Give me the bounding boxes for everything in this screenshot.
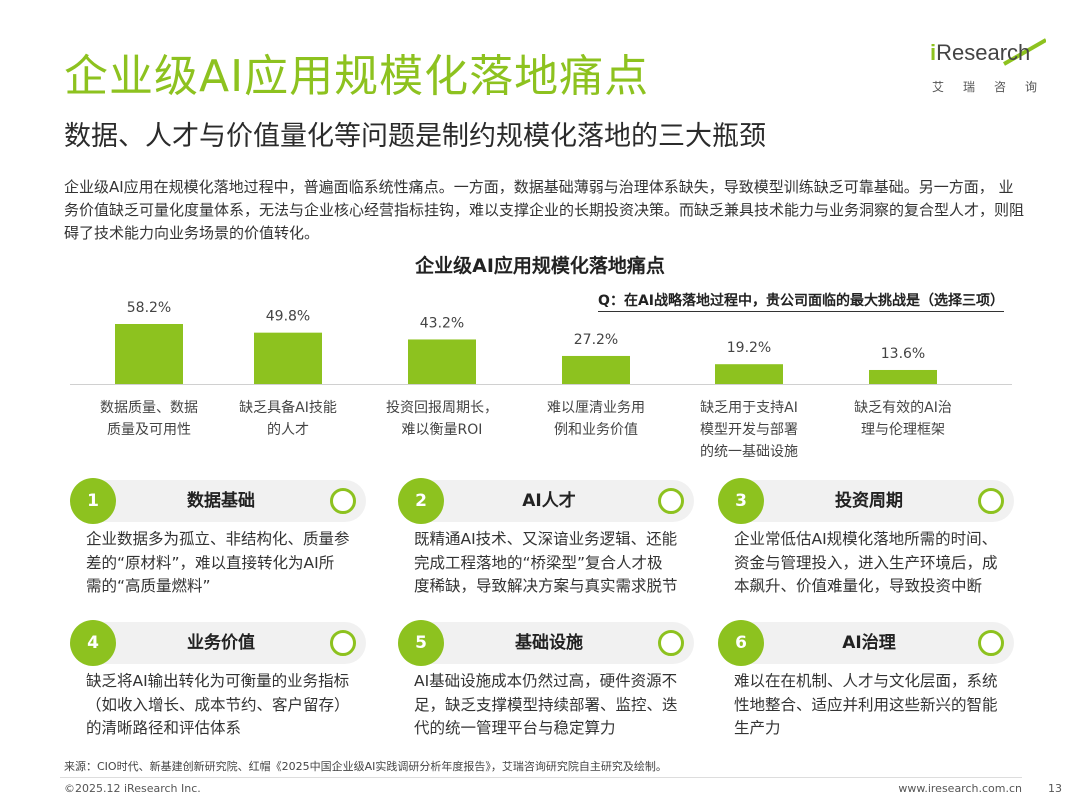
card-number: 2	[398, 478, 444, 524]
card-body-line: 既精通AI技术、又深谙业务逻辑、还能	[414, 530, 678, 548]
card-body-line: 完成工程落地的“桥梁型”复合人才极	[414, 553, 663, 572]
copyright: ©2025.12 iResearch Inc.	[64, 782, 201, 795]
card-body-line: 企业数据多为孤立、非结构化、质量参	[86, 530, 350, 548]
card-title: 基础设施	[515, 633, 583, 653]
card-title: 数据基础	[187, 491, 255, 511]
category-label: 难以厘清业务用	[547, 400, 645, 416]
card-body-line: AI基础设施成本仍然过高，硬件资源不	[414, 672, 678, 690]
page-number: 13	[1048, 782, 1062, 795]
card-body: 难以在在机制、人才与文化层面，系统 性地整合、适应并利用这些新兴的智能 生产力	[734, 670, 1024, 741]
card-body: 企业数据多为孤立、非结构化、质量参 差的“原材料”，难以直接转化为AI所 需的“高质…	[86, 528, 376, 599]
card-body-line: 差的“原材料”，难以直接转化为AI所	[86, 553, 335, 572]
category-label: 缺乏具备AI技能	[239, 399, 337, 416]
footer-divider	[60, 777, 1022, 778]
source-note: 来源：CIO时代、新基建创新研究院、红帽《2025中国企业级AI实践调研分析年度…	[64, 760, 667, 773]
logo-wordmark: iResearch	[930, 40, 1030, 66]
card-body: 既精通AI技术、又深谙业务逻辑、还能 完成工程落地的“桥梁型”复合人才极 度稀缺，导…	[414, 528, 704, 599]
card-body: 企业常低估AI规模化落地所需的时间、 资金与管理投入，进入生产环境后，成 本飙升、价…	[734, 528, 1024, 599]
card-header	[718, 480, 1014, 522]
bar-value-label: 19.2%	[727, 340, 771, 356]
bar-value-label: 43.2%	[420, 315, 464, 331]
category-label: 数据质量、数据	[100, 400, 198, 416]
card-body-line: （如收入增长、成本节约、客户留存）	[86, 695, 350, 714]
bar	[408, 339, 476, 384]
logo-research: Research	[936, 40, 1031, 65]
ring-icon	[978, 488, 1004, 514]
ring-icon	[658, 630, 684, 656]
iresearch-logo: iResearch 艾瑞咨询	[926, 36, 1050, 96]
category-label: 模型开发与部署	[700, 422, 798, 438]
card-number: 3	[718, 478, 764, 524]
category-label: 理与伦理框架	[861, 422, 945, 438]
card-title: AI治理	[842, 633, 896, 653]
intro-paragraph: 企业级AI应用在规模化落地过程中，普遍面临系统性痛点。一方面，数据基础薄弱与治理…	[64, 178, 1025, 242]
category-label: 质量及可用性	[107, 422, 191, 438]
card-title: 投资周期	[835, 491, 903, 511]
category-label: 缺乏用于支持AI	[700, 400, 798, 416]
card-title: 业务价值	[187, 633, 255, 653]
card-body-line: 需的“高质量燃料”	[86, 577, 211, 595]
card-body-line: 的清晰路径和评估体系	[86, 719, 242, 737]
bar-value-label: 58.2%	[127, 300, 171, 316]
survey-question: Q：在AI战略落地过程中，贵公司面临的最大挑战是（选择三项）	[598, 290, 1004, 312]
bar	[562, 355, 630, 384]
card-number: 4	[70, 620, 116, 666]
ring-icon	[330, 630, 356, 656]
category-label: 的统一基础设施	[700, 443, 798, 460]
card-header	[70, 622, 366, 664]
category-label: 的人才	[267, 422, 309, 438]
logo-subtext: 艾瑞咨询	[932, 80, 1057, 94]
category-label: 例和业务价值	[554, 422, 638, 438]
category-label: 投资回报周期长，	[386, 400, 498, 416]
category-label: 难以衡量ROI	[402, 422, 483, 438]
bar-value-label: 13.6%	[881, 346, 925, 362]
card-body: AI基础设施成本仍然过高，硬件资源不 足，缺乏支撑模型持续部署、监控、迭 代的统一管…	[414, 670, 704, 741]
bar	[869, 369, 937, 384]
page-title: 企业级AI应用规模化落地痛点	[64, 51, 650, 102]
card-body: 缺乏将AI输出转化为可衡量的业务指标 （如收入增长、成本节约、客户留存） 的清晰路径…	[86, 670, 376, 741]
card-header	[718, 622, 1014, 664]
bar-value-label: 27.2%	[574, 332, 618, 348]
card-header	[398, 480, 694, 522]
ring-icon	[330, 488, 356, 514]
card-number: 5	[398, 620, 444, 666]
logo-slash-icon	[1003, 38, 1046, 66]
card-body-line: 本飙升、价值难量化，导致投资中断	[734, 577, 983, 595]
card-body-line: 资金与管理投入，进入生产环境后，成	[734, 553, 998, 572]
card-body-line: 足，缺乏支撑模型持续部署、监控、迭	[414, 695, 678, 714]
card-title: AI人才	[522, 491, 576, 511]
card-header	[398, 622, 694, 664]
card-body-line: 生产力	[734, 719, 781, 737]
card-body-line: 企业常低估AI规模化落地所需的时间、	[734, 530, 998, 548]
category-label: 缺乏有效的AI治	[854, 400, 952, 416]
chart-title: 企业级AI应用规模化落地痛点	[415, 255, 665, 277]
card-body-line: 代的统一管理平台与稳定算力	[414, 719, 616, 737]
card-header	[70, 480, 366, 522]
website: www.iresearch.com.cn	[898, 782, 1022, 795]
card-body-line: 度稀缺，导致解决方案与真实需求脱节	[414, 577, 678, 595]
card-body-line: 缺乏将AI输出转化为可衡量的业务指标	[86, 672, 350, 690]
bar	[715, 364, 783, 384]
page-subtitle: 数据、人才与价值量化等问题是制约规模化落地的三大瓶颈	[64, 121, 766, 152]
card-body-line: 难以在在机制、人才与文化层面，系统	[734, 672, 998, 690]
ring-icon	[978, 630, 1004, 656]
card-number: 6	[718, 620, 764, 666]
card-number: 1	[70, 478, 116, 524]
bar	[115, 324, 183, 384]
bar-value-label: 49.8%	[266, 309, 310, 325]
logo-i: i	[930, 40, 937, 65]
ring-icon	[658, 488, 684, 514]
bar	[254, 332, 322, 384]
card-body-line: 性地整合、适应并利用这些新兴的智能	[734, 695, 998, 714]
